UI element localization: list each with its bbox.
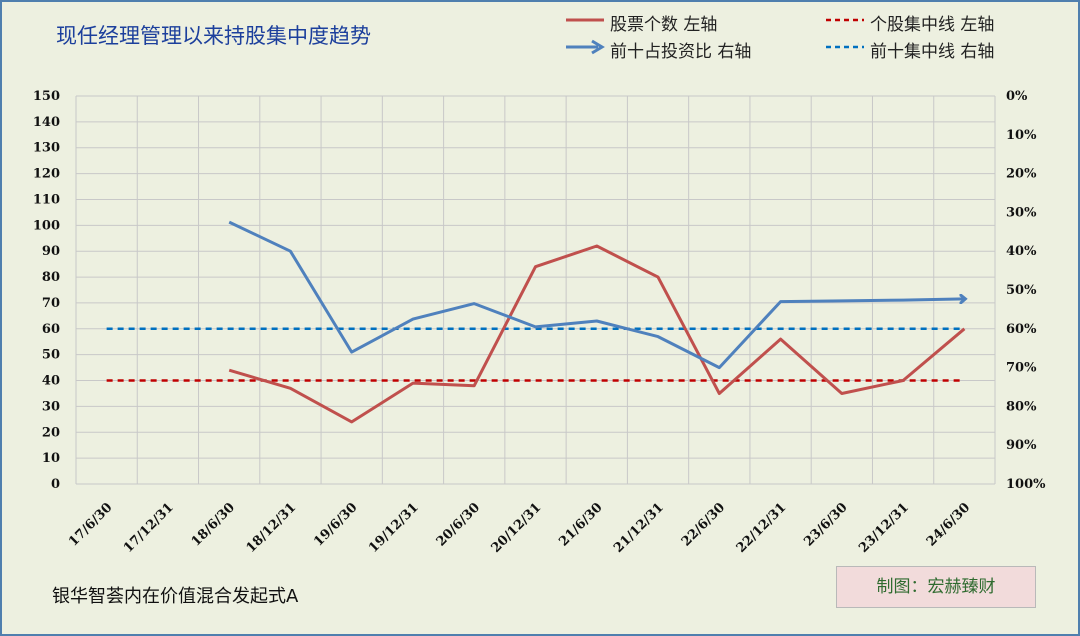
x-tick-label: 22/6/30 <box>679 500 728 549</box>
y-right-tick-label: 60% <box>1006 322 1037 337</box>
x-tick-label: 21/12/31 <box>611 500 667 556</box>
fund-name: 银华智荟内在价值混合发起式A <box>52 586 299 607</box>
x-tick-label: 17/12/31 <box>121 500 177 556</box>
y-right-tick-label: 30% <box>1006 205 1037 220</box>
y-left-tick-label: 100 <box>33 218 60 233</box>
legend: 股票个数 左轴 个股集中线 左轴 前十占投资比 右轴 前十集中线 右轴 <box>0 0 1080 80</box>
y-left-tick-label: 0 <box>51 477 60 492</box>
x-tick-label: 23/12/31 <box>856 500 912 556</box>
y-left-tick-label: 90 <box>42 244 60 259</box>
y-right-tick-label: 10% <box>1006 128 1037 143</box>
x-tick-label: 20/6/30 <box>434 500 483 549</box>
x-tick-label: 18/12/31 <box>244 500 300 556</box>
legend-label: 个股集中线 左轴 <box>870 15 995 35</box>
y-left-tick-label: 120 <box>33 167 60 182</box>
y-left-tick-label: 80 <box>42 270 60 285</box>
y-axis-left: 0 10 20 30 40 50 60 70 80 90 100 110 120 130 140 150 <box>33 89 60 492</box>
y-right-tick-label: 80% <box>1006 399 1037 414</box>
y-left-tick-label: 30 <box>42 399 60 414</box>
credit-box: 制图：宏赫臻财 <box>836 566 1036 608</box>
y-axis-right: 0% 10% 20% 30% 40% 50% 60% 70% 80% 90% 100% <box>1006 89 1046 492</box>
y-right-tick-label: 20% <box>1006 167 1037 182</box>
x-tick-label: 22/12/31 <box>734 500 790 556</box>
chart-title: 现任经理管理以来持股集中度趋势 <box>56 24 371 48</box>
x-axis: 17/6/30 17/12/31 18/6/30 18/12/31 19/6/30 19/… <box>66 500 973 556</box>
y-left-tick-label: 70 <box>42 296 60 311</box>
y-right-tick-label: 0% <box>1006 89 1028 104</box>
y-left-tick-label: 110 <box>33 192 60 207</box>
y-left-tick-label: 40 <box>42 374 60 389</box>
x-tick-label: 18/6/30 <box>189 500 238 549</box>
legend-label: 股票个数 左轴 <box>610 15 718 35</box>
x-tick-label: 23/6/30 <box>801 500 850 549</box>
y-left-tick-label: 20 <box>42 425 60 440</box>
x-tick-label: 19/6/30 <box>311 500 360 549</box>
y-left-tick-label: 140 <box>33 115 60 130</box>
x-tick-label: 24/6/30 <box>924 500 973 549</box>
series-line <box>228 220 964 370</box>
legend-label: 前十占投资比 右轴 <box>610 42 752 62</box>
legend-dashed-line-swatch <box>826 45 864 49</box>
y-left-tick-label: 60 <box>42 322 60 337</box>
y-left-tick-label: 50 <box>42 348 60 363</box>
y-right-tick-label: 90% <box>1006 438 1037 453</box>
y-right-tick-label: 50% <box>1006 283 1037 298</box>
legend-label: 前十集中线 右轴 <box>870 42 995 62</box>
y-right-tick-label: 100% <box>1006 477 1046 492</box>
x-tick-label: 19/12/31 <box>366 500 422 556</box>
y-left-tick-label: 130 <box>33 141 60 156</box>
y-left-tick-label: 10 <box>42 451 60 466</box>
y-left-tick-label: 150 <box>33 89 60 104</box>
legend-dashed-line-swatch <box>826 18 864 22</box>
x-tick-label: 17/6/30 <box>66 500 115 549</box>
series-lines <box>228 220 966 424</box>
y-right-tick-label: 40% <box>1006 244 1037 259</box>
series-line <box>228 244 966 424</box>
grid <box>75 95 996 485</box>
legend-solid-line-swatch <box>566 18 604 22</box>
x-tick-label: 20/12/31 <box>489 500 545 556</box>
y-right-tick-label: 70% <box>1006 361 1037 376</box>
legend-arrow-swatch <box>566 39 605 55</box>
x-tick-label: 21/6/30 <box>556 500 605 549</box>
